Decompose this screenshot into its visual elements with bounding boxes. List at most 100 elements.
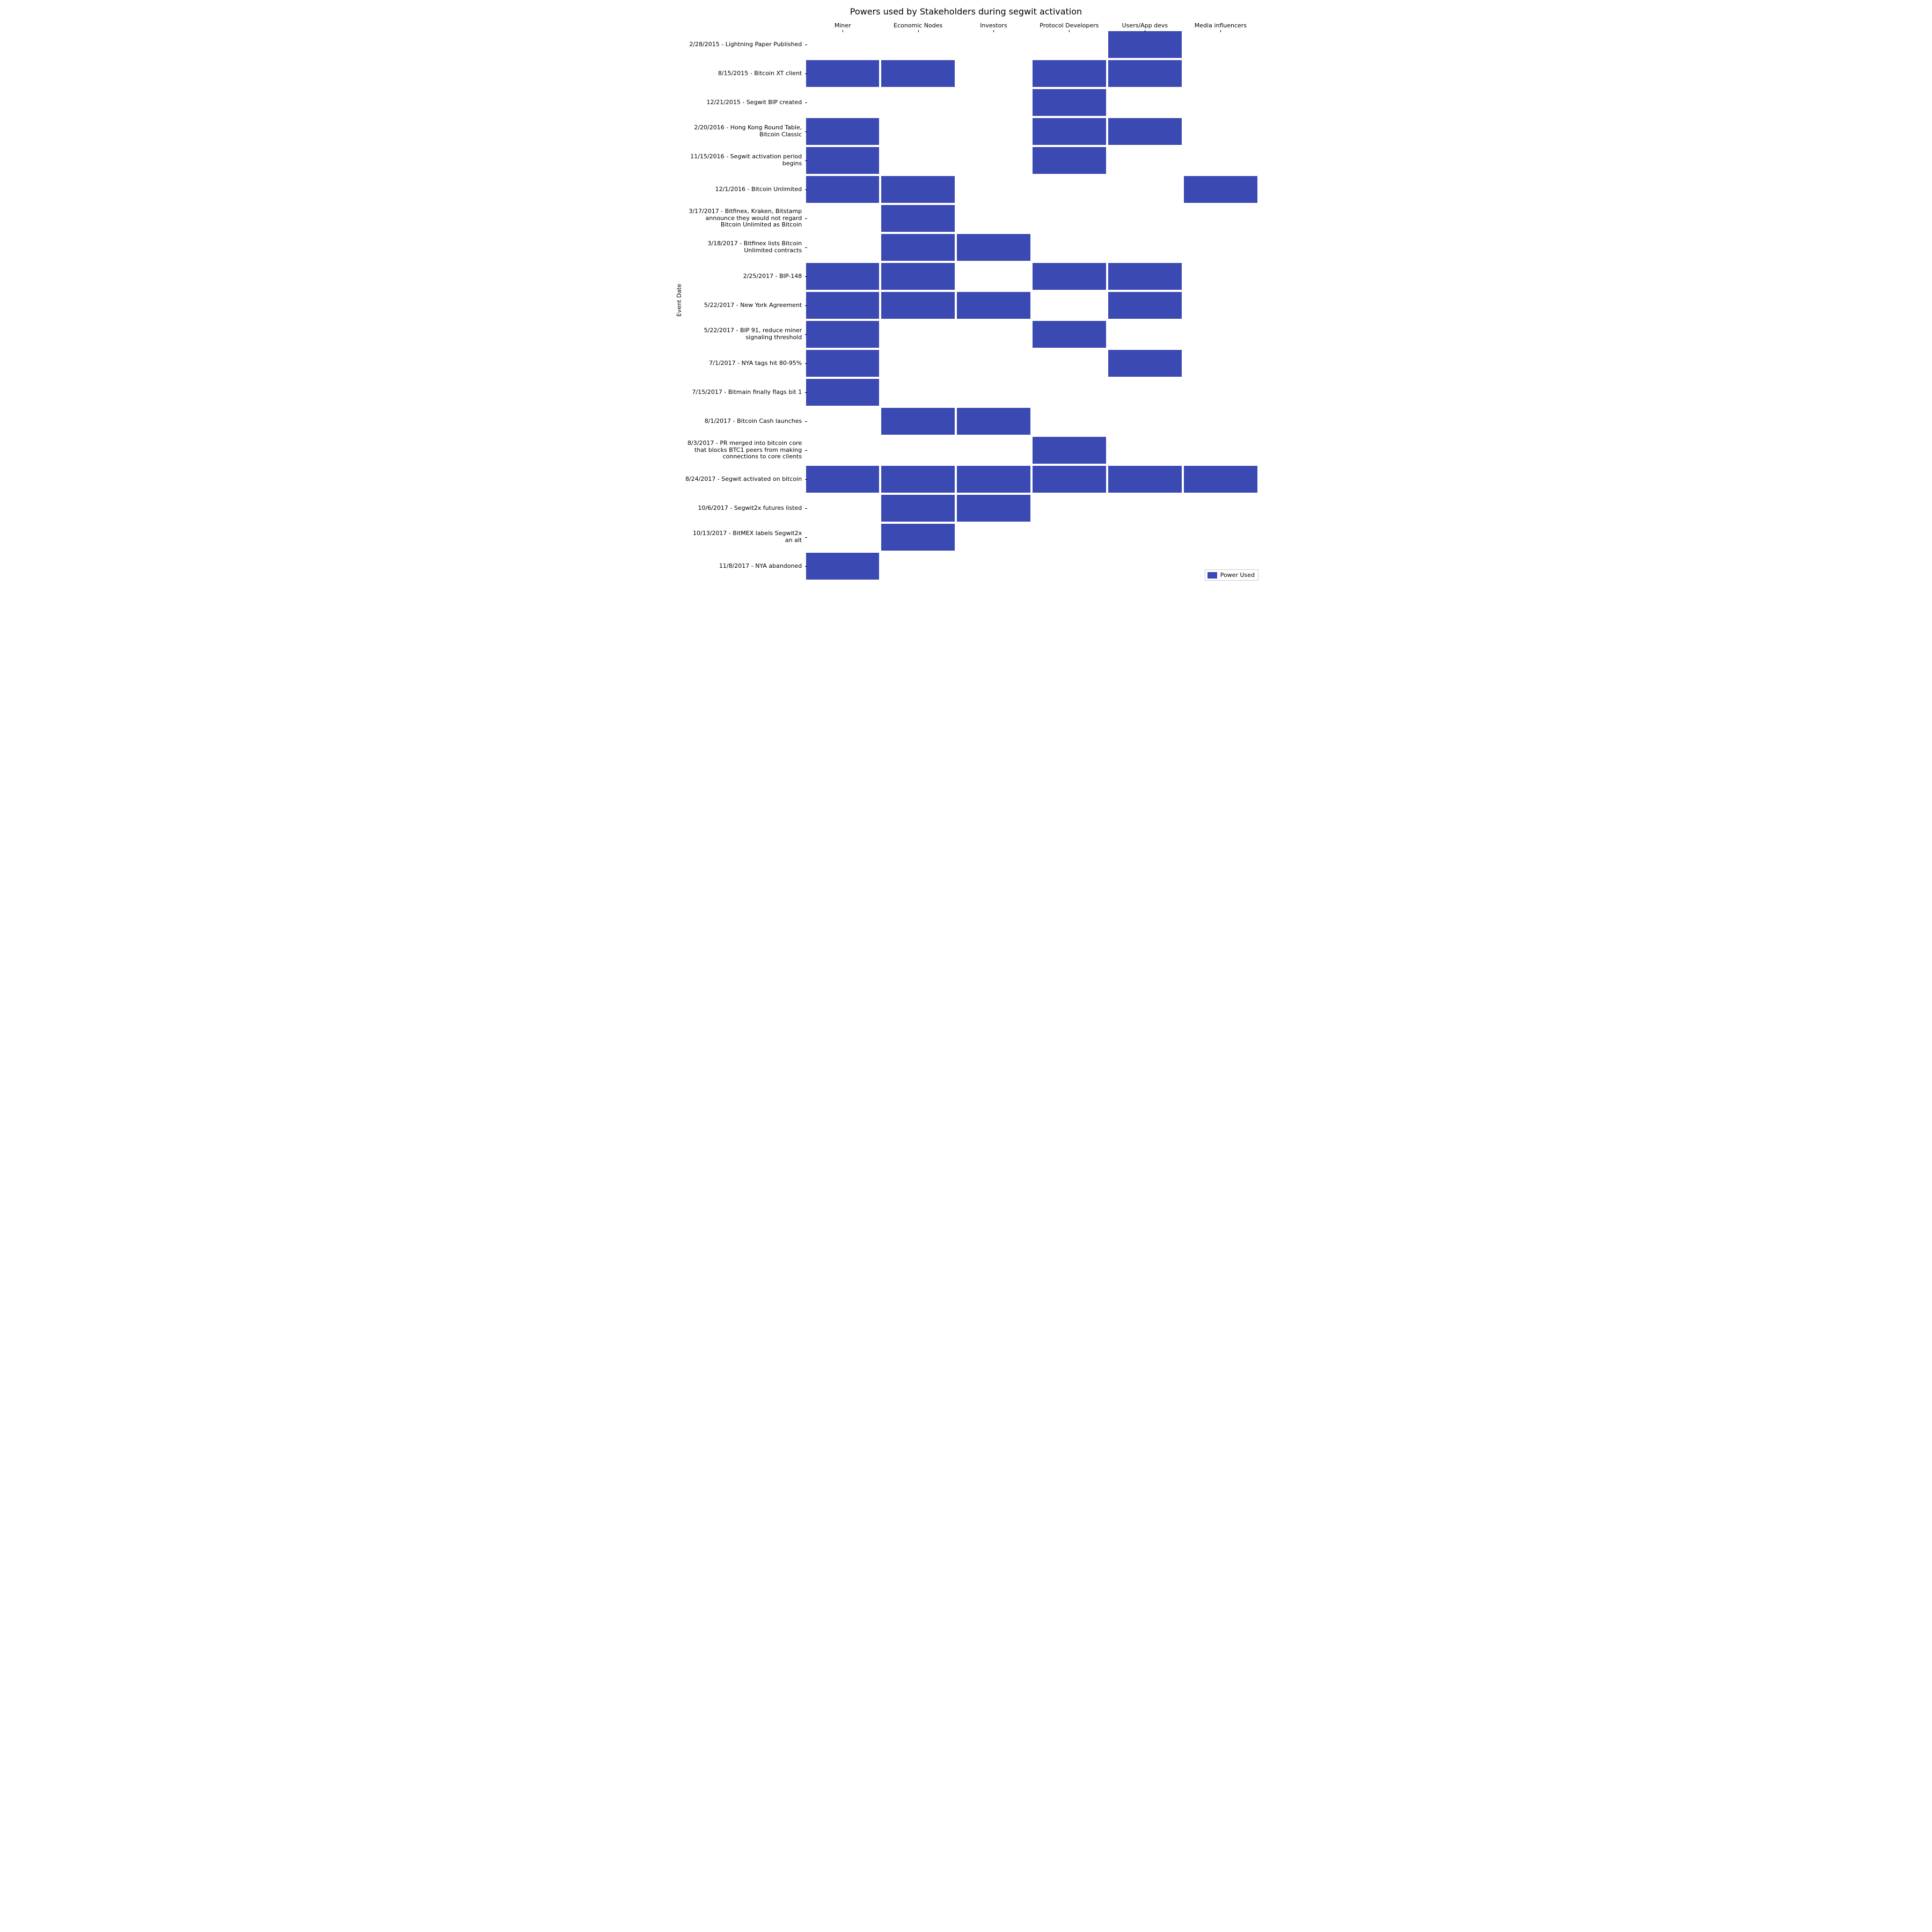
heatmap-cell [1183,30,1258,59]
heatmap-cell [880,291,956,320]
heatmap-cell [1183,291,1258,320]
heatmap-cell [1031,30,1107,59]
row-header: 3/18/2017 - Bitfinex lists Bitcoin Unlim… [684,233,805,262]
heatmap-cell [1107,59,1183,88]
heatmap-cell [805,291,880,320]
heatmap-cell [805,349,880,378]
column-header: Economic Nodes [880,20,956,30]
heatmap-cell [880,349,956,378]
heatmap-cell [1107,523,1183,552]
row-header: 7/1/2017 - NYA tags hit 80-95% [684,349,805,378]
heatmap-cell [1031,233,1107,262]
heatmap-cell [1183,233,1258,262]
heatmap-cell [956,378,1031,407]
heatmap-cell [880,320,956,349]
row-header: 3/17/2017 - Bitfinex, Kraken, Bitstamp a… [684,204,805,233]
heatmap-cell [1031,349,1107,378]
heatmap-chart: Powers used by Stakeholders during segwi… [674,6,1258,581]
heatmap-cell [1031,494,1107,523]
row-header: 12/1/2016 - Bitcoin Unlimited [684,175,805,204]
row-header: 5/22/2017 - BIP 91, reduce miner signali… [684,320,805,349]
table-row: 7/1/2017 - NYA tags hit 80-95% [684,349,1258,378]
heatmap-cell [880,494,956,523]
table-row: 8/15/2015 - Bitcoin XT client [684,59,1258,88]
heatmap-cell [1031,204,1107,233]
heatmap-cell [805,436,880,465]
heatmap-table: MinerEconomic NodesInvestorsProtocol Dev… [684,20,1258,581]
heatmap-cell [1107,465,1183,494]
heatmap-cell [805,523,880,552]
heatmap-cell [956,204,1031,233]
heatmap-cell [1107,494,1183,523]
heatmap-cell [1107,204,1183,233]
heatmap-cell [805,552,880,581]
chart-area: Event Date MinerEconomic NodesInvestorsP… [674,20,1258,581]
heatmap-cell [1107,146,1183,175]
row-header: 2/20/2016 - Hong Kong Round Table, Bitco… [684,117,805,146]
table-row: 3/17/2017 - Bitfinex, Kraken, Bitstamp a… [684,204,1258,233]
heatmap-cell [880,59,956,88]
heatmap-cell [1183,59,1258,88]
heatmap-cell [880,88,956,117]
heatmap-cell [1107,320,1183,349]
row-header: 5/22/2017 - New York Agreement [684,291,805,320]
heatmap-cell [1031,436,1107,465]
column-header: Media influencers [1183,20,1258,30]
heatmap-cell [880,233,956,262]
heatmap-cell [1183,378,1258,407]
heatmap-cell [1031,291,1107,320]
heatmap-cell [956,146,1031,175]
heatmap-cell [956,233,1031,262]
heatmap-tbody: 2/28/2015 - Lightning Paper Published8/1… [684,30,1258,581]
heatmap-cell [1031,320,1107,349]
heatmap-cell [880,552,956,581]
heatmap-cell [805,146,880,175]
heatmap-cell [805,233,880,262]
heatmap-cell [1031,552,1107,581]
heatmap-cell [1107,407,1183,436]
heatmap-cell [956,552,1031,581]
heatmap-cell [880,465,956,494]
heatmap-cell [1183,494,1258,523]
heatmap-cell [880,30,956,59]
column-header-row: MinerEconomic NodesInvestorsProtocol Dev… [684,20,1258,30]
heatmap-cell [1183,320,1258,349]
legend-label: Power Used [1220,572,1255,579]
table-row: 2/20/2016 - Hong Kong Round Table, Bitco… [684,117,1258,146]
heatmap-cell [1107,349,1183,378]
row-header: 12/21/2015 - Segwit BIP created [684,88,805,117]
heatmap-cell [805,262,880,291]
heatmap-cell [805,378,880,407]
column-header: Users/App devs [1107,20,1183,30]
heatmap-cell [1183,204,1258,233]
heatmap-cell [1183,262,1258,291]
heatmap-cell [1031,59,1107,88]
row-header: 11/8/2017 - NYA abandoned [684,552,805,581]
heatmap-cell [880,175,956,204]
row-header: 2/28/2015 - Lightning Paper Published [684,30,805,59]
heatmap-cell [880,262,956,291]
heatmap-cell [956,88,1031,117]
row-header: 7/15/2017 - Bitmain finally flags bit 1 [684,378,805,407]
heatmap-cell [880,436,956,465]
heatmap-thead: MinerEconomic NodesInvestorsProtocol Dev… [684,20,1258,30]
column-header: Investors [956,20,1031,30]
heatmap-cell [956,59,1031,88]
legend-swatch [1208,572,1217,579]
heatmap-cell [1031,262,1107,291]
heatmap-cell [1107,436,1183,465]
chart-title: Powers used by Stakeholders during segwi… [674,6,1258,17]
row-header: 8/15/2015 - Bitcoin XT client [684,59,805,88]
table-row: 11/15/2016 - Segwit activation period be… [684,146,1258,175]
heatmap-cell [805,88,880,117]
heatmap-cell [1031,378,1107,407]
heatmap-cell [805,465,880,494]
heatmap-cell [1107,378,1183,407]
heatmap-cell [1031,117,1107,146]
table-row: 3/18/2017 - Bitfinex lists Bitcoin Unlim… [684,233,1258,262]
heatmap-cell [956,494,1031,523]
heatmap-cell [880,523,956,552]
heatmap-cell [1031,88,1107,117]
heatmap-cell [805,175,880,204]
table-row: 12/1/2016 - Bitcoin Unlimited [684,175,1258,204]
